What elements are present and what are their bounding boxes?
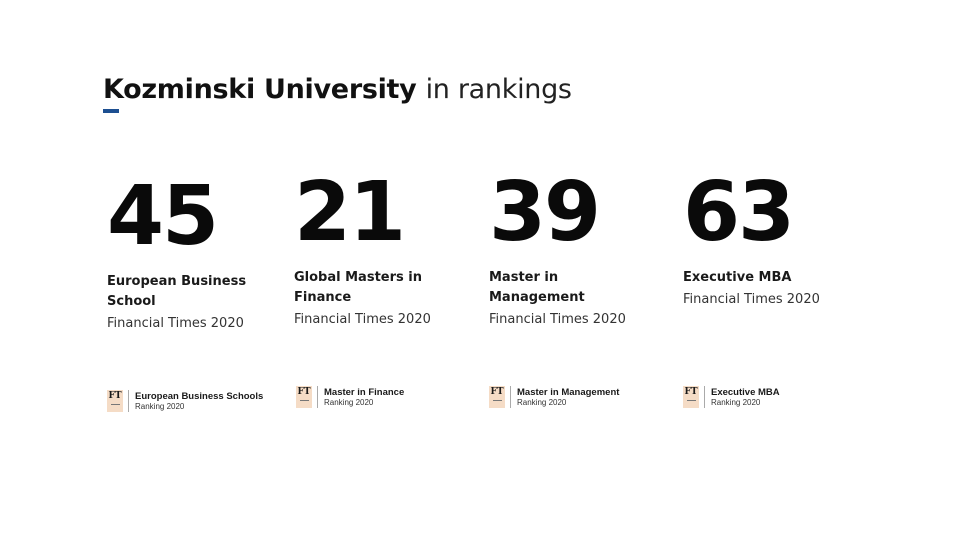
ranking-number: 39 <box>489 165 601 260</box>
ranking-label: Master in Management <box>489 268 664 308</box>
ranking-source: Financial Times 2020 <box>107 316 244 331</box>
ft-logo-text: FT <box>297 387 311 397</box>
badge-title: Executive MBA <box>711 386 780 398</box>
badge-divider <box>704 386 705 408</box>
badge-title: Master in Finance <box>324 386 405 398</box>
ranking-label-line: Finance <box>294 290 352 305</box>
ft-logo-icon: FT <box>107 390 123 412</box>
ranking-label: Executive MBA <box>683 268 858 288</box>
ranking-label-line: European Business <box>107 274 247 289</box>
ft-logo-icon: FT <box>683 386 699 408</box>
ft-logo-text: FT <box>684 387 698 397</box>
ranking-stat-master-in-management: 39 Master in Management Financial Times … <box>489 172 664 330</box>
ranking-label-line: Management <box>489 290 585 305</box>
ranking-label-line: School <box>107 294 156 309</box>
ft-logo-icon: FT <box>296 386 312 408</box>
ranking-number: 21 <box>294 165 406 260</box>
ranking-source: Financial Times 2020 <box>489 312 626 327</box>
ranking-stat-european-business-school: 45 European Business School Financial Ti… <box>107 176 282 334</box>
ranking-label-line: Executive MBA <box>683 270 792 285</box>
ft-logo-icon: FT <box>489 386 505 408</box>
ft-logo-text: FT <box>490 387 504 397</box>
ft-ranking-badge: FT Executive MBA Ranking 2020 <box>683 384 780 410</box>
ranking-label: Global Masters in Finance <box>294 268 469 308</box>
ranking-stat-executive-mba: 63 Executive MBA Financial Times 2020 <box>683 172 858 310</box>
badge-divider <box>317 386 318 408</box>
badge-subtitle: Ranking 2020 <box>517 397 567 407</box>
ft-ranking-badge: FT European Business Schools Ranking 202… <box>107 388 263 414</box>
badge-subtitle: Ranking 2020 <box>135 401 185 411</box>
title-accent-bar <box>103 109 119 113</box>
badge-subtitle: Ranking 2020 <box>324 397 374 407</box>
ft-logo-text: FT <box>108 391 122 401</box>
ft-ranking-badge: FT Master in Management Ranking 2020 <box>489 384 619 410</box>
badge-title: Master in Management <box>517 386 620 398</box>
ranking-label: European Business School <box>107 272 282 312</box>
ranking-number: 45 <box>107 169 219 264</box>
page-title-light: in rankings <box>425 74 572 105</box>
ranking-number: 63 <box>683 165 795 260</box>
badge-subtitle: Ranking 2020 <box>711 397 761 407</box>
ranking-stat-masters-in-finance: 21 Global Masters in Finance Financial T… <box>294 172 469 330</box>
badge-divider <box>510 386 511 408</box>
ranking-label-line: Global Masters in <box>294 270 422 285</box>
badge-divider <box>128 390 129 412</box>
ft-ranking-badge: FT Master in Finance Ranking 2020 <box>296 384 404 410</box>
ranking-source: Financial Times 2020 <box>294 312 431 327</box>
ranking-label-line: Master in <box>489 270 559 285</box>
ranking-source: Financial Times 2020 <box>683 292 820 307</box>
page-title-bold: Kozminski University <box>103 74 417 105</box>
page-title: Kozminski University in rankings <box>103 72 572 108</box>
badge-title: European Business Schools <box>135 390 264 402</box>
